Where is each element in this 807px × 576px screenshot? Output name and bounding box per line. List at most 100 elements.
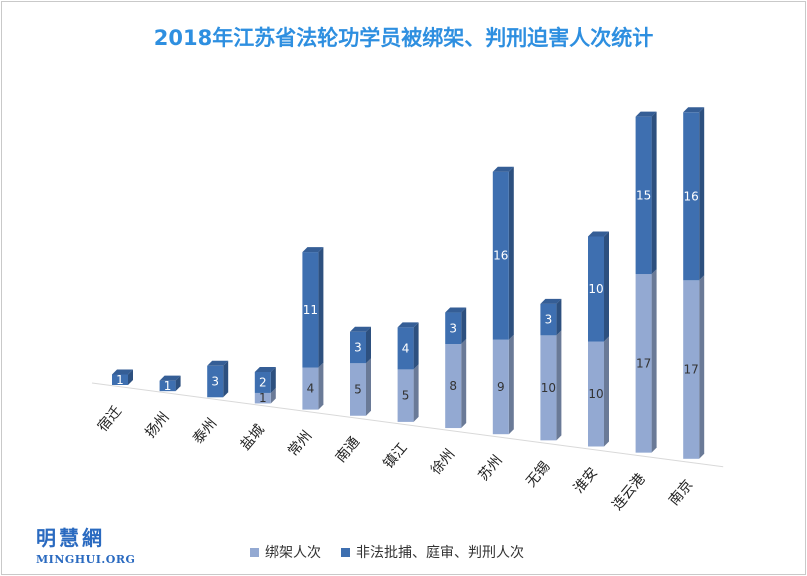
data-label: 10	[541, 381, 556, 395]
bar-side	[556, 330, 562, 441]
data-label: 1	[164, 379, 172, 393]
bar-side	[366, 326, 371, 364]
data-label: 5	[402, 389, 410, 403]
data-label: 5	[354, 383, 362, 397]
bar-sentence	[588, 236, 604, 342]
bar-side	[651, 111, 657, 275]
bar-sentence	[683, 112, 700, 281]
category-label: 扬州	[142, 409, 172, 441]
bar-sentence	[207, 365, 224, 398]
minghui-logo: 明慧網 MINGHUI.ORG	[36, 522, 136, 566]
data-label: 8	[449, 379, 457, 393]
bar-kidnap	[350, 363, 366, 416]
category-label: 泰州	[190, 416, 220, 448]
bar-kidnap	[683, 280, 700, 459]
bar-side	[699, 275, 705, 459]
bar-sentence	[302, 252, 319, 368]
data-label: 16	[684, 189, 699, 203]
bar-sentence	[159, 380, 176, 392]
legend: 绑架人次 非法批捕、庭审、判刑人次	[250, 542, 544, 562]
data-label: 10	[588, 282, 603, 296]
data-label: 1	[116, 373, 124, 387]
bar-top	[207, 360, 229, 366]
legend-label-kidnap: 绑架人次	[265, 545, 321, 561]
bar-sentence	[254, 371, 271, 393]
bar-side	[508, 334, 514, 435]
bar-sentence	[112, 374, 128, 385]
category-label: 宿迁	[94, 403, 125, 435]
data-label: 9	[497, 380, 505, 394]
data-label: 1	[259, 391, 267, 405]
bar-kidnap	[302, 367, 319, 410]
category-label: 镇江	[380, 440, 410, 472]
legend-item-sentence: 非法批捕、庭审、判刑人次	[341, 542, 524, 562]
bar-side	[604, 336, 609, 447]
bar-kidnap	[445, 344, 462, 429]
data-label: 17	[684, 363, 699, 377]
bar-kidnap	[635, 274, 652, 453]
category-label: 淮安	[571, 465, 601, 497]
data-label: 10	[588, 387, 603, 401]
data-label: 17	[636, 356, 651, 370]
bar-top	[445, 307, 467, 313]
data-label: 15	[636, 188, 651, 202]
bar-kidnap	[254, 392, 271, 404]
bar-side	[413, 364, 419, 422]
category-label: 南京	[666, 477, 696, 509]
category-label: 苏州	[476, 452, 506, 484]
bar-sentence	[635, 116, 652, 275]
data-label: 3	[211, 375, 219, 389]
data-label: 11	[303, 303, 318, 317]
legend-swatch-kidnap	[250, 547, 259, 557]
bar-side	[604, 231, 609, 342]
bar-side	[461, 307, 467, 345]
bar-kidnap	[540, 335, 557, 441]
legend-label-sentence: 非法批捕、庭审、判刑人次	[356, 545, 524, 561]
bar-side	[699, 107, 705, 281]
bar-side	[366, 358, 371, 416]
bar-sentence	[445, 312, 462, 345]
bar-top	[492, 166, 514, 172]
floor-line	[91, 382, 724, 468]
legend-swatch-sentence	[341, 547, 350, 557]
bar-top	[159, 375, 181, 381]
bar-side	[223, 360, 229, 398]
bar-top	[350, 326, 371, 332]
bar-side	[270, 366, 276, 393]
bar-side	[651, 269, 657, 453]
category-label: 常州	[285, 428, 315, 460]
category-label: 连云港	[609, 471, 648, 513]
bar-top	[588, 231, 609, 237]
bar-side	[508, 166, 514, 340]
bar-sentence	[350, 331, 366, 364]
bar-side	[128, 369, 133, 385]
bar-kidnap	[492, 339, 509, 435]
logo-english: MINGHUI.ORG	[36, 553, 136, 566]
category-label: 南通	[333, 434, 363, 466]
data-label: 4	[402, 341, 410, 355]
bar-top	[302, 247, 324, 253]
bar-top	[683, 107, 705, 113]
data-label: 3	[545, 313, 553, 327]
category-label: 徐州	[428, 446, 458, 478]
data-label: 3	[354, 341, 362, 355]
data-label: 3	[449, 321, 457, 335]
bar-kidnap	[397, 369, 414, 422]
data-label: 16	[493, 249, 508, 263]
category-label: 盐城	[238, 422, 268, 454]
bar-top	[254, 366, 276, 372]
bar-top	[112, 369, 133, 375]
bar-top	[397, 322, 419, 328]
data-label: 4	[307, 382, 315, 396]
bar-sentence	[397, 327, 414, 370]
chart-title: 2018年江苏省法轮功学员被绑架、判刑迫害人次统计	[153, 26, 654, 50]
bar-side	[270, 387, 276, 404]
bar-side	[318, 362, 324, 410]
bar-top	[540, 298, 562, 304]
bar-sentence	[492, 171, 509, 340]
bar-sentence	[540, 303, 557, 336]
bar-side	[461, 339, 467, 429]
category-label: 无锡	[523, 459, 553, 491]
